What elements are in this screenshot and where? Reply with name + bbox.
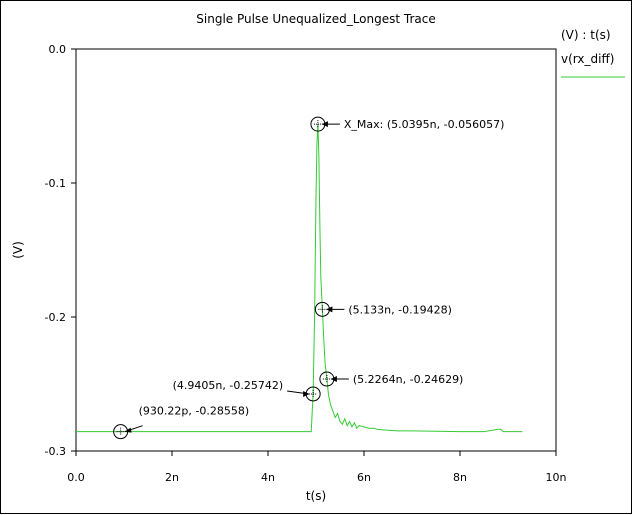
x-tick-label: 0.0 (67, 471, 85, 484)
y-tick-label: -0.1 (45, 177, 66, 190)
marker-arrow-head (124, 427, 132, 433)
data-marker: (4.9405n, -0.25742) (173, 379, 321, 402)
data-marker: (5.133n, -0.19428) (314, 301, 452, 317)
legend: (V) : t(s) v(rx_diff) (561, 28, 625, 78)
series-line-v-rx-diff (76, 124, 523, 433)
y-tick-label: -0.2 (45, 311, 66, 324)
marker-label: (5.2264n, -0.24629) (353, 373, 464, 386)
data-marker: X_Max: (5.0395n, -0.056057) (310, 116, 504, 132)
marker-layer: (930.22p, -0.28558) (4.9405n, -0.25742) X_… (113, 116, 504, 440)
x-tick-label: 6n (357, 471, 371, 484)
y-axis-label: (V) (11, 241, 25, 259)
legend-entry-v-rx-diff: v(rx_diff) (561, 52, 614, 66)
x-axis-label: t(s) (306, 489, 326, 503)
plot-area (75, 48, 557, 452)
series-layer (76, 124, 523, 433)
marker-label: (4.9405n, -0.25742) (173, 379, 284, 392)
data-marker: (5.2264n, -0.24629) (319, 371, 464, 387)
y-tick-label: -0.3 (45, 445, 66, 458)
x-tick-label: 10n (546, 471, 567, 484)
x-axis-ticks: 0.0 2n 4n 6n 8n 10n (67, 451, 567, 484)
marker-label: (5.133n, -0.19428) (348, 303, 452, 316)
y-tick-label: 0.0 (49, 43, 67, 56)
x-tick-label: 2n (165, 471, 179, 484)
x-tick-label: 8n (453, 471, 467, 484)
marker-arrow-head (326, 306, 333, 313)
y-axis-ticks: 0.0 -0.1 -0.2 -0.3 (45, 43, 76, 458)
marker-label: X_Max: (5.0395n, -0.056057) (344, 118, 504, 131)
chart-title: Single Pulse Unequalized_Longest Trace (196, 12, 435, 26)
x-tick-label: 4n (261, 471, 275, 484)
marker-arrow-head (330, 376, 337, 383)
marker-label: (930.22p, -0.28558) (139, 405, 250, 418)
data-marker: (930.22p, -0.28558) (113, 405, 250, 440)
marker-arrow-head (321, 121, 328, 128)
marker-arrow-head (303, 390, 310, 397)
legend-header: (V) : t(s) (561, 28, 611, 42)
